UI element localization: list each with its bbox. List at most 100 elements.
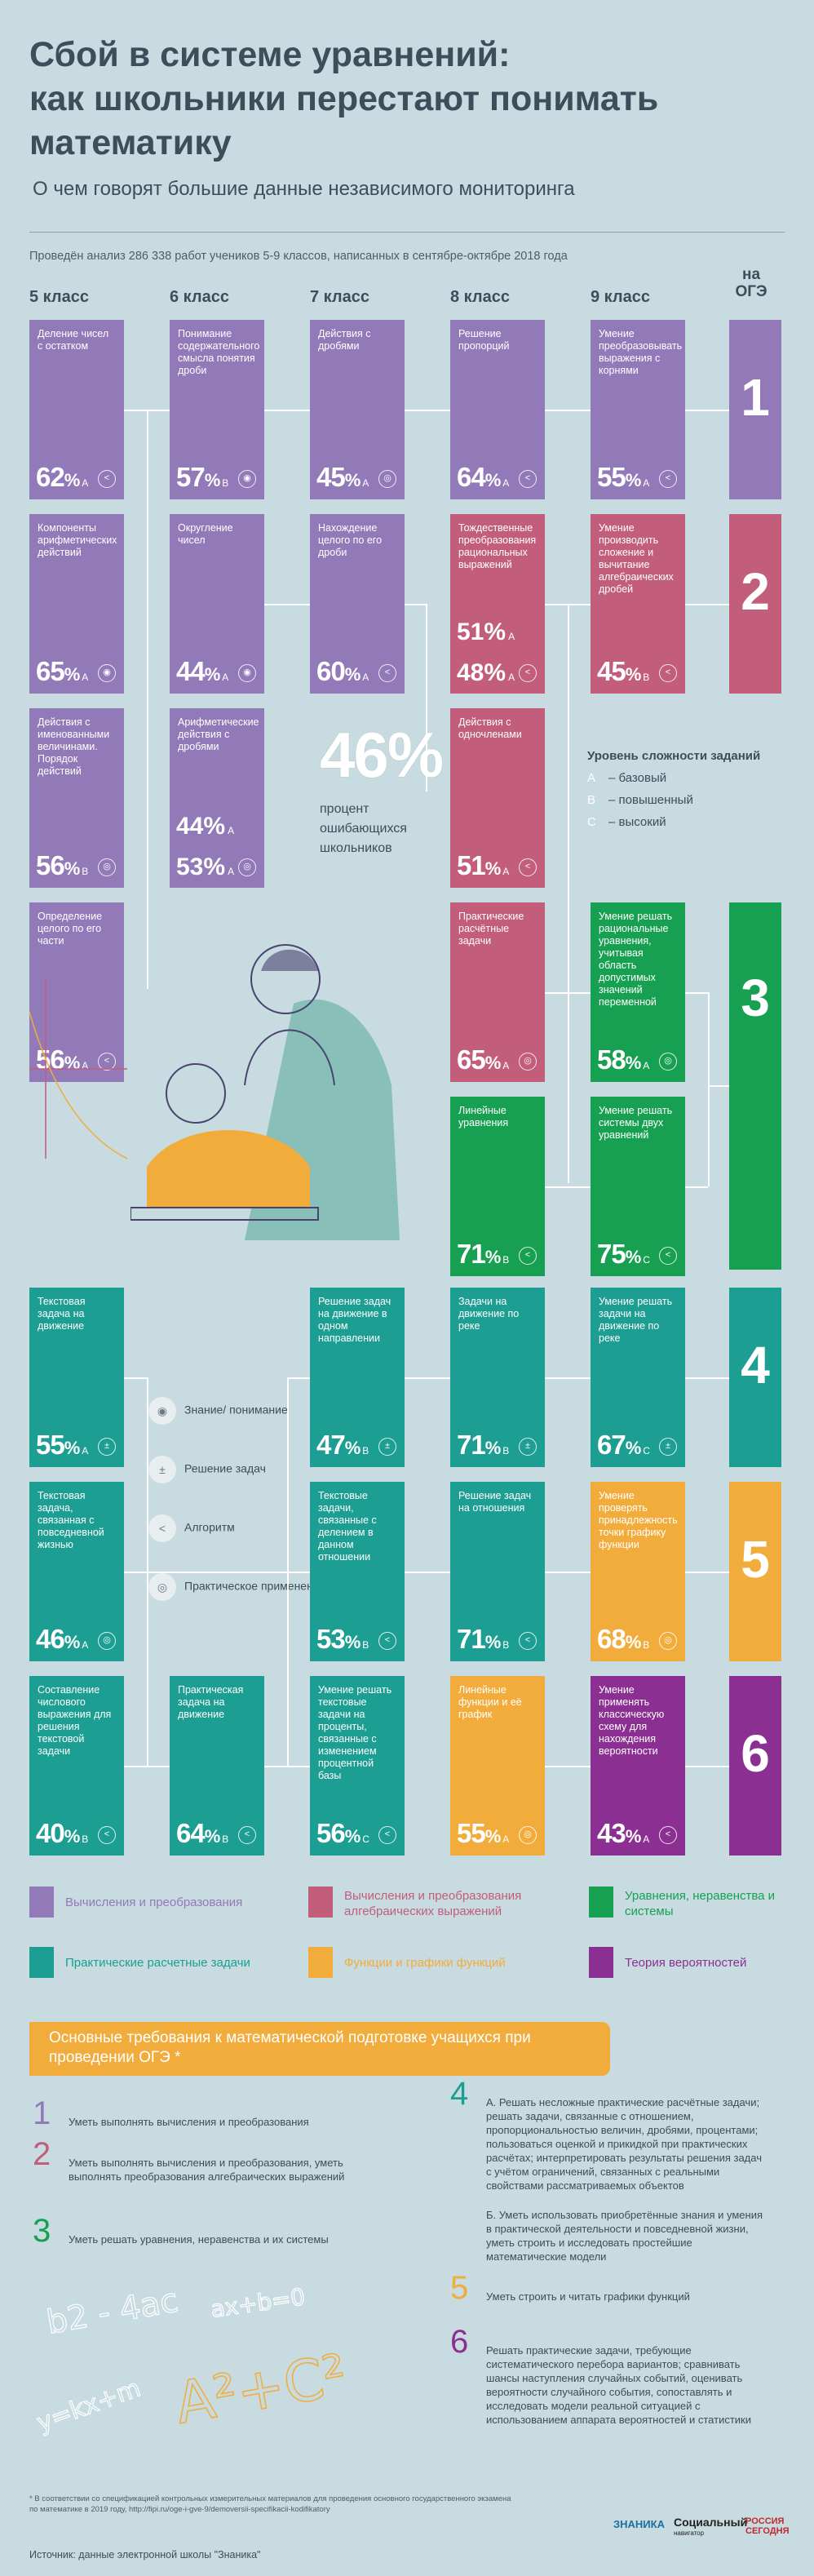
algorithm-icon: < [519,858,537,876]
skill-card: Текстовые задачи, связанные с делением в… [310,1482,405,1661]
analysis-note: Проведён анализ 286 338 работ учеников 5… [29,250,568,263]
skill-card: Умение преобразовывать выражения с корня… [591,320,685,499]
requirement-6: 6 Решать практические задачи, требующие … [450,2324,751,2426]
column-header-oge: на ОГЭ [735,266,768,300]
connector [685,992,708,994]
solving-icon: ± [98,1438,116,1456]
percent-value: 55% А [457,1818,510,1848]
connector [264,1766,310,1767]
connector [124,410,147,411]
skill-card: Компоненты арифметических действий 65% А … [29,514,124,694]
connector [147,410,170,411]
percent-value: 48% А [457,659,515,686]
connector [545,1377,591,1379]
column-header-6: 6 класс [170,288,230,306]
connector [685,1186,708,1188]
percent-value: 64% В [176,1818,229,1848]
algorithm-icon: < [659,664,677,682]
svg-text:b2 - 4ac: b2 - 4ac [44,2285,181,2342]
skill-card: Понимание содержательного смысла понятия… [170,320,264,499]
percent-value: 62% А [36,462,89,492]
percent-value: 44% А [176,813,235,840]
practical-icon: ◎ [378,470,396,488]
practical-icon: ◎ [98,1632,116,1650]
connector [568,992,591,994]
percent-value: 67% С [597,1430,650,1460]
algorithm-icon: < [659,1826,677,1844]
skill-card: Линейные уравнения 71% В < [450,1097,545,1276]
skill-card: Линейные функции и её график 55% А ◎ [450,1676,545,1856]
percent-value: 45% А [316,462,369,492]
skill-card: Деление чисел с остатком 62% А < [29,320,124,499]
algorithm-icon: < [659,470,677,488]
skill-card: Текстовая задача на движение 55% А ± [29,1288,124,1467]
legend-algorithm: < Алгоритм [148,1514,235,1542]
skill-card: Составление числового выражения для реше… [29,1676,124,1856]
skill-card: Умение решать задачи на движение по реке… [591,1288,685,1467]
connector [124,1766,170,1767]
percent-value: 46% А [36,1624,89,1654]
knowledge-icon: ◉ [238,470,256,488]
skill-card: Арифметические действия с дробями 44% А 5… [170,708,264,888]
connector [264,410,310,411]
oge-task-6: 6 [729,1676,781,1856]
percent-value: 68% В [597,1624,650,1654]
algorithm-icon: < [98,1826,116,1844]
social-navigator-logo: Социальный навигатор [674,2516,748,2537]
requirements-heading: Основные требования к математической под… [29,2022,610,2076]
skill-card: Решение задач на движение в одном направ… [310,1288,405,1467]
connector [405,1572,450,1573]
connector [685,410,729,411]
svg-text:y=kx+m: y=kx+m [33,2374,144,2437]
percent-value: 71% В [457,1624,510,1654]
percent-value: 58% А [597,1044,650,1075]
algorithm-icon: < [378,1632,396,1650]
connector [405,604,426,605]
percent-value: 57% В [176,462,229,492]
oge-task-4: 4 [729,1288,781,1467]
percent-value: 43% А [597,1818,650,1848]
requirement-5: 5 Уметь строить и читать графики функций [450,2270,690,2306]
svg-text:A²+C²: A²+C² [170,2341,352,2436]
algorithm-icon: < [238,1826,256,1844]
share-icon: < [98,470,116,488]
connector [545,992,568,994]
math-doodle [29,979,128,1159]
svg-text:ax+b=0: ax+b=0 [209,2285,307,2323]
oge-task-3: 3 [729,902,781,1270]
difficulty-legend: Уровень сложности заданий А – базовый В – … [587,749,761,829]
percent-value: 44% А [176,656,229,686]
practical-icon: ◎ [519,1053,537,1071]
requirement-4b: Б. Уметь использовать приобретённые знан… [486,2209,763,2263]
skill-card: Умение решать системы двух уравнений 75%… [591,1097,685,1276]
oge-task-5: 5 [729,1482,781,1661]
algorithm-icon: < [519,470,537,488]
percent-value: 45% В [597,656,650,686]
column-header-8: 8 класс [450,288,511,306]
connector [708,1085,729,1087]
column-header-5: 5 класс [29,288,90,306]
percent-value: 56% С [316,1818,369,1848]
ria-logo: РОССИЯ СЕГОДНЯ [745,2516,790,2536]
skill-card: Практические расчётные задачи 65% А ◎ [450,902,545,1082]
practical-icon: ◎ [659,1632,677,1650]
connector [545,1186,591,1188]
skill-card: Задачи на движение по реке 71% В ± [450,1288,545,1467]
algorithm-icon: < [378,1826,396,1844]
connector [708,992,710,1186]
solving-icon: ± [519,1438,537,1456]
percent-value: 53% В [316,1624,369,1654]
connector [405,410,450,411]
requirement-4a: 4 А. Решать несложные практические расчё… [450,2076,762,2192]
connector [685,1572,729,1573]
connector [147,410,148,989]
percent-value: 40% В [36,1818,89,1848]
practical-icon: ◎ [519,1826,537,1844]
percent-value: 47% В [316,1430,369,1460]
connector [287,1377,310,1379]
solving-icon: ± [148,1456,176,1483]
connector [685,1377,729,1379]
algorithm-icon: < [519,1247,537,1265]
percent-value: 65% А [36,656,89,686]
practical-icon: ◎ [238,858,256,876]
